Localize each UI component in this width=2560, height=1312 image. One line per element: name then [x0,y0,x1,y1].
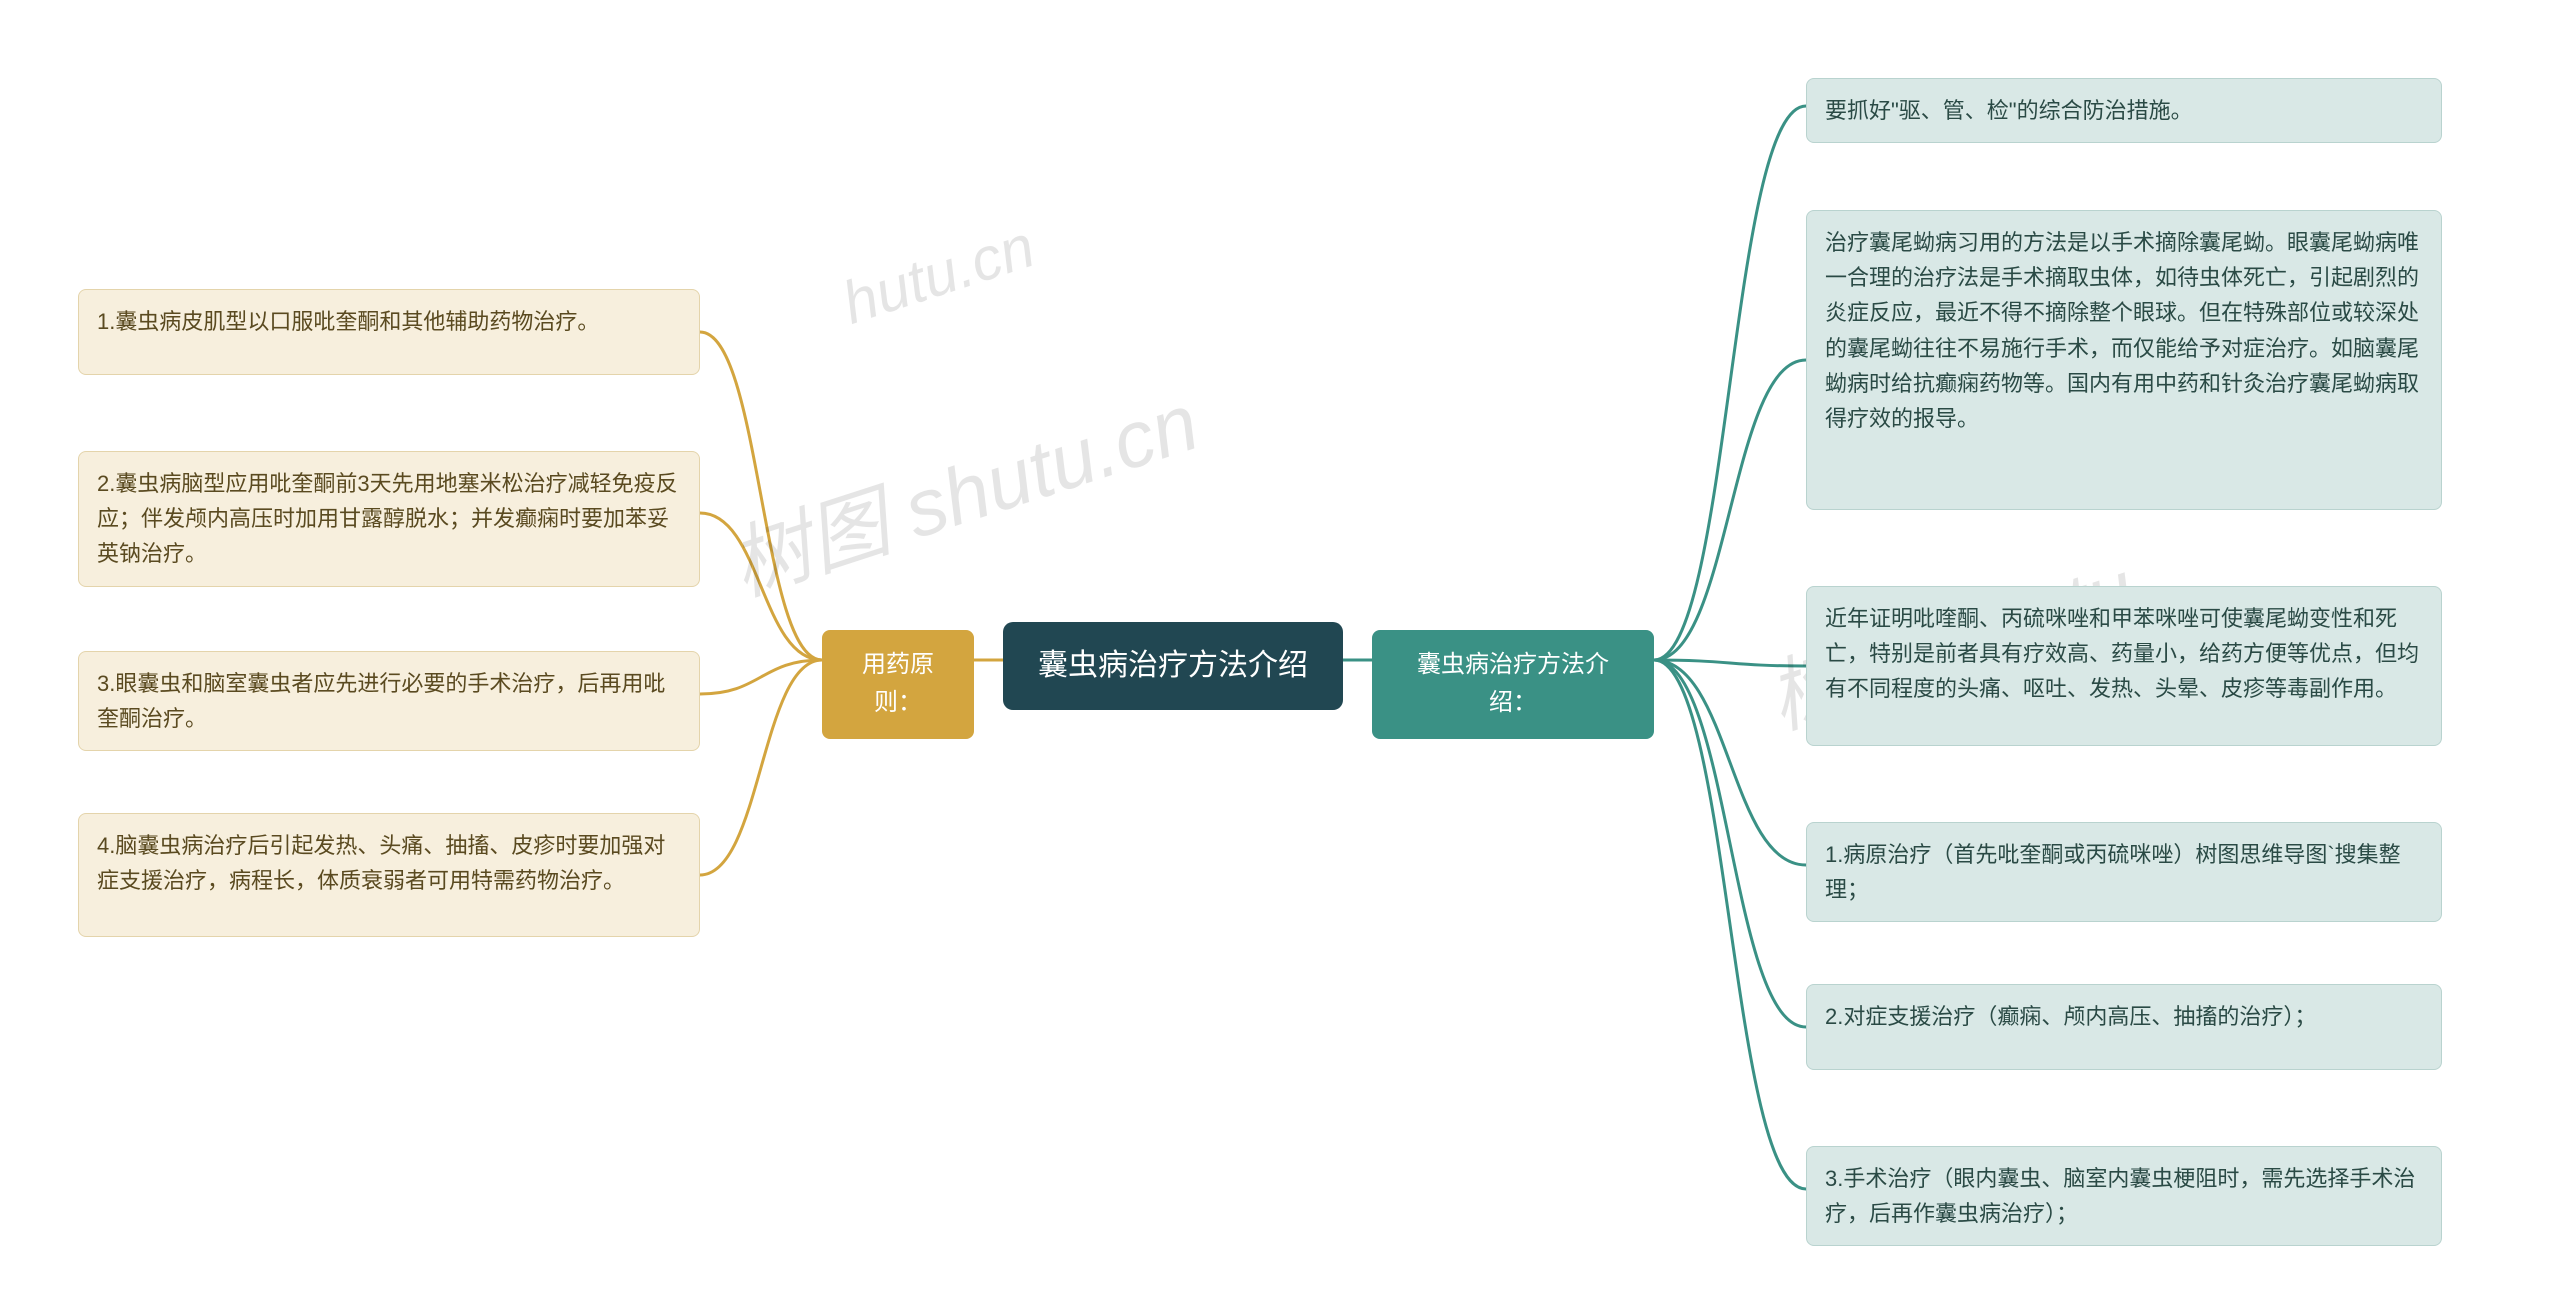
mindmap-canvas: 树图 shutu.cn 树图 shutu hutu.cn 囊虫病治疗方法介绍 用… [0,0,2560,1312]
right-leaf-5[interactable]: 2.对症支援治疗（癫痫、颅内高压、抽搐的治疗）； [1806,984,2442,1070]
right-leaf-1[interactable]: 要抓好"驱、管、检"的综合防治措施。 [1806,78,2442,143]
right-leaf-6[interactable]: 3.手术治疗（眼内囊虫、脑室内囊虫梗阻时，需先选择手术治疗，后再作囊虫病治疗）； [1806,1146,2442,1246]
right-leaf-4[interactable]: 1.病原治疗（首先吡奎酮或丙硫咪唑）树图思维导图`搜集整理； [1806,822,2442,922]
left-leaf-2[interactable]: 2.囊虫病脑型应用吡奎酮前3天先用地塞米松治疗减轻免疫反应；伴发颅内高压时加用甘… [78,451,700,587]
root-node[interactable]: 囊虫病治疗方法介绍 [1003,622,1343,710]
left-leaf-3[interactable]: 3.眼囊虫和脑室囊虫者应先进行必要的手术治疗，后再用吡奎酮治疗。 [78,651,700,751]
watermark: hutu.cn [834,211,1043,337]
right-branch-node[interactable]: 囊虫病治疗方法介绍： [1372,630,1654,739]
left-leaf-1[interactable]: 1.囊虫病皮肌型以口服吡奎酮和其他辅助药物治疗。 [78,289,700,375]
left-leaf-4[interactable]: 4.脑囊虫病治疗后引起发热、头痛、抽搐、皮疹时要加强对症支援治疗，病程长，体质衰… [78,813,700,937]
right-leaf-2[interactable]: 治疗囊尾蚴病习用的方法是以手术摘除囊尾蚴。眼囊尾蚴病唯一合理的治疗法是手术摘取虫… [1806,210,2442,510]
right-leaf-3[interactable]: 近年证明吡喹酮、丙硫咪唑和甲苯咪唑可使囊尾蚴变性和死亡，特别是前者具有疗效高、药… [1806,586,2442,746]
left-branch-node[interactable]: 用药原则： [822,630,974,739]
watermark: 树图 shutu.cn [714,358,1211,618]
